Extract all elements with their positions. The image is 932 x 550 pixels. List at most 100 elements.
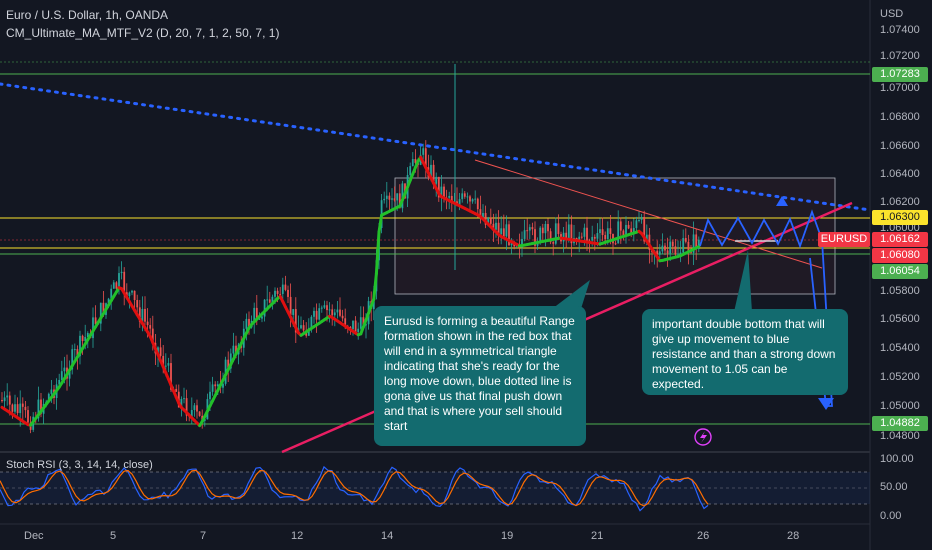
candle-body: [471, 199, 474, 202]
price-tick: 1.06000: [880, 222, 920, 234]
candle-body: [76, 349, 79, 357]
triangle-upper-line[interactable]: [474, 159, 823, 269]
price-tick: 1.05600: [880, 313, 920, 325]
candle-body: [448, 195, 451, 198]
candle-body: [656, 250, 659, 255]
stoch-legend[interactable]: Stoch RSI (3, 3, 14, 14, close): [6, 459, 153, 471]
candle-body: [60, 371, 63, 380]
candle-body: [359, 317, 362, 329]
candle-body: [677, 253, 679, 255]
candle-body: [3, 397, 6, 402]
candle-body: [549, 231, 552, 243]
candle-body: [50, 389, 53, 394]
symbol-title[interactable]: Euro / U.S. Dollar, 1h, OANDA: [6, 8, 169, 22]
candle-body: [222, 383, 224, 388]
candle-body: [409, 166, 412, 175]
price-tag-last[interactable]: 1.06162: [872, 232, 928, 247]
price-tick: 1.05800: [880, 285, 920, 297]
price-tick: 1.05000: [880, 400, 920, 412]
candle-body: [235, 345, 237, 355]
stoch-tick: 50.00: [880, 481, 908, 493]
candle-body: [8, 395, 11, 405]
candle-body: [248, 318, 250, 328]
candle-body: [47, 393, 50, 402]
price-tag-1-06080[interactable]: 1.06080: [872, 248, 928, 263]
candle-body: [21, 403, 24, 407]
candle-body: [687, 241, 690, 252]
indicator-legend[interactable]: CM_Ultimate_MA_MTF_V2 (D, 20, 7, 1, 2, 5…: [6, 26, 280, 40]
price-tick: 1.07400: [880, 24, 920, 36]
candle-body: [313, 310, 315, 317]
candle-body: [107, 298, 110, 304]
time-label: 19: [501, 530, 514, 542]
stoch-tick: 0.00: [880, 510, 902, 522]
candle-body: [1, 400, 3, 402]
candle-body: [336, 309, 339, 313]
candle-body: [536, 242, 539, 246]
candlestick-series: [1, 64, 700, 434]
candle-body: [604, 235, 607, 240]
candle-body: [466, 196, 469, 198]
candle-body: [71, 349, 74, 370]
candle-body: [539, 227, 542, 243]
candle-body: [175, 388, 178, 392]
candle-body: [669, 241, 672, 254]
candle-body: [638, 219, 640, 221]
price-tick: 1.06600: [880, 140, 920, 152]
candle-body: [432, 164, 435, 184]
candle-body: [502, 228, 505, 237]
candle-body: [79, 335, 81, 357]
candle-body: [435, 176, 438, 184]
candle-body: [474, 198, 477, 200]
candle-body: [232, 345, 235, 354]
candle-body: [99, 302, 102, 324]
price-tag-1-07283[interactable]: 1.07283: [872, 67, 928, 82]
candle-body: [281, 284, 284, 294]
candle-body: [86, 332, 89, 338]
left-annotation-note[interactable]: Eurusd is forming a beautiful Range form…: [374, 306, 586, 446]
range-box[interactable]: [394, 177, 836, 295]
time-label: Dec: [24, 530, 44, 542]
price-tag-1-06300[interactable]: 1.06300: [872, 210, 928, 225]
candle-body: [268, 299, 271, 303]
time-label: 28: [787, 530, 800, 542]
right-annotation-note[interactable]: important double bottom that will give u…: [642, 309, 848, 395]
price-tag-1-06054[interactable]: 1.06054: [872, 264, 928, 279]
projected-up-arrowhead: [776, 196, 788, 206]
candle-body: [123, 271, 126, 293]
price-tick: 1.06400: [880, 168, 920, 180]
candle-body: [557, 223, 560, 235]
candle-body: [484, 213, 487, 225]
candle-body: [92, 317, 94, 339]
candle-body: [565, 232, 568, 239]
candle-body: [528, 227, 531, 231]
candle-body: [68, 369, 71, 379]
candle-body: [599, 229, 601, 234]
candle-body: [255, 307, 258, 319]
candle-body: [596, 233, 599, 239]
candle-body: [622, 230, 625, 237]
candle-body: [383, 198, 386, 201]
candle-body: [627, 224, 630, 229]
lightning-icon[interactable]: [694, 428, 712, 446]
candle-body: [609, 228, 612, 234]
candle-body: [151, 328, 154, 343]
candle-body: [523, 230, 526, 239]
candle-body: [128, 292, 131, 297]
candle-body: [302, 325, 305, 331]
time-label: 5: [110, 530, 117, 542]
stoch-k-line: [0, 465, 709, 512]
candle-body: [469, 196, 471, 202]
candle-body: [40, 399, 42, 414]
candle-body: [398, 193, 401, 209]
candle-body: [510, 242, 513, 246]
time-label: 7: [200, 530, 207, 542]
candle-body: [73, 349, 76, 351]
candle-body: [331, 309, 334, 316]
candle-body: [422, 148, 425, 155]
symbol-price-tag[interactable]: EURUSD: [818, 232, 870, 247]
blue-dotted-resistance[interactable]: [0, 82, 872, 212]
ma-segment: [694, 245, 701, 250]
price-tag-1-04882[interactable]: 1.04882: [872, 416, 928, 431]
